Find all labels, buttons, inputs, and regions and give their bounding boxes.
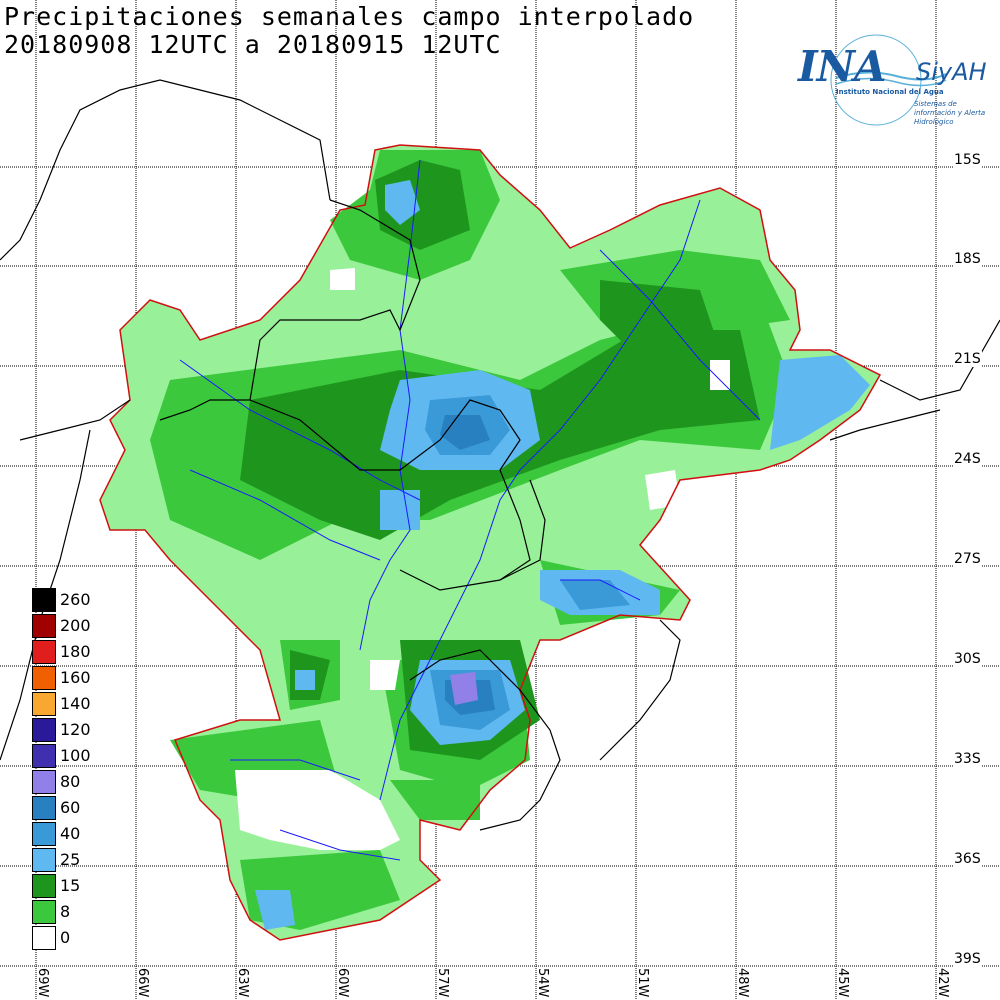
legend-label: 140 bbox=[60, 694, 91, 713]
legend-label: 120 bbox=[60, 720, 91, 739]
basin-outline bbox=[99, 144, 882, 941]
lon-label: 66W bbox=[135, 968, 150, 998]
legend-swatch bbox=[32, 744, 56, 768]
legend-swatch bbox=[32, 640, 56, 664]
logo-wave-icon bbox=[830, 34, 947, 126]
lat-label: 24S bbox=[953, 451, 982, 467]
lon-label: 60W bbox=[335, 968, 350, 998]
lon-label: 54W bbox=[535, 968, 550, 998]
legend-swatch bbox=[32, 822, 56, 846]
legend-label: 0 bbox=[60, 928, 71, 947]
lat-label: 21S bbox=[953, 351, 982, 367]
lon-label: 63W bbox=[235, 968, 250, 998]
legend-swatch bbox=[32, 692, 56, 716]
precip-100mm bbox=[450, 672, 478, 705]
lat-label: 30S bbox=[953, 651, 982, 667]
lon-label: 69W bbox=[35, 968, 50, 998]
ina-siyah-logo: INA SiyAH Instituto Nacional del Agua Si… bbox=[796, 30, 996, 130]
legend-label: 40 bbox=[60, 824, 81, 843]
map-date-range: 20180908 12UTC a 20180915 12UTC bbox=[4, 30, 502, 59]
legend-label: 100 bbox=[60, 746, 91, 765]
legend-label: 180 bbox=[60, 642, 91, 661]
legend-label: 25 bbox=[60, 850, 81, 869]
lat-label: 39S bbox=[953, 951, 982, 967]
legend-swatch bbox=[32, 770, 56, 794]
map-title: Precipitaciones semanales campo interpol… bbox=[4, 2, 695, 31]
lon-label: 48W bbox=[735, 968, 750, 998]
lat-label: 27S bbox=[953, 551, 982, 567]
legend-label: 200 bbox=[60, 616, 91, 635]
legend-label: 160 bbox=[60, 668, 91, 687]
precip-0mm bbox=[235, 268, 730, 850]
legend-label: 260 bbox=[60, 590, 91, 609]
lat-label: 33S bbox=[953, 751, 982, 767]
lon-label: 51W bbox=[635, 968, 650, 998]
lat-label: 15S bbox=[953, 152, 982, 168]
lat-label: 18S bbox=[953, 251, 982, 267]
legend-swatch bbox=[32, 900, 56, 924]
legend-swatch bbox=[32, 718, 56, 742]
logo-subtitle: Instituto Nacional del Agua bbox=[836, 88, 944, 96]
lat-label: 36S bbox=[953, 851, 982, 867]
legend-swatch bbox=[32, 926, 56, 950]
legend-label: 60 bbox=[60, 798, 81, 817]
legend-label: 80 bbox=[60, 772, 81, 791]
legend-swatch bbox=[32, 666, 56, 690]
lon-label: 57W bbox=[435, 968, 450, 998]
logo-subtitle-2: Sistemas de información y Alerta Hidroló… bbox=[914, 100, 986, 126]
basin-area bbox=[100, 145, 880, 940]
legend-label: 8 bbox=[60, 902, 71, 921]
logo-siyah-text: SiyAH bbox=[916, 58, 987, 86]
legend-swatch bbox=[32, 588, 56, 612]
lon-label: 42W bbox=[935, 968, 950, 998]
legend-swatch bbox=[32, 796, 56, 820]
legend-label: 15 bbox=[60, 876, 81, 895]
legend-swatch bbox=[32, 874, 56, 898]
logo-ina-text: INA bbox=[798, 42, 887, 91]
legend-swatch bbox=[32, 848, 56, 872]
legend-swatch bbox=[32, 614, 56, 638]
lon-label: 45W bbox=[835, 968, 850, 998]
